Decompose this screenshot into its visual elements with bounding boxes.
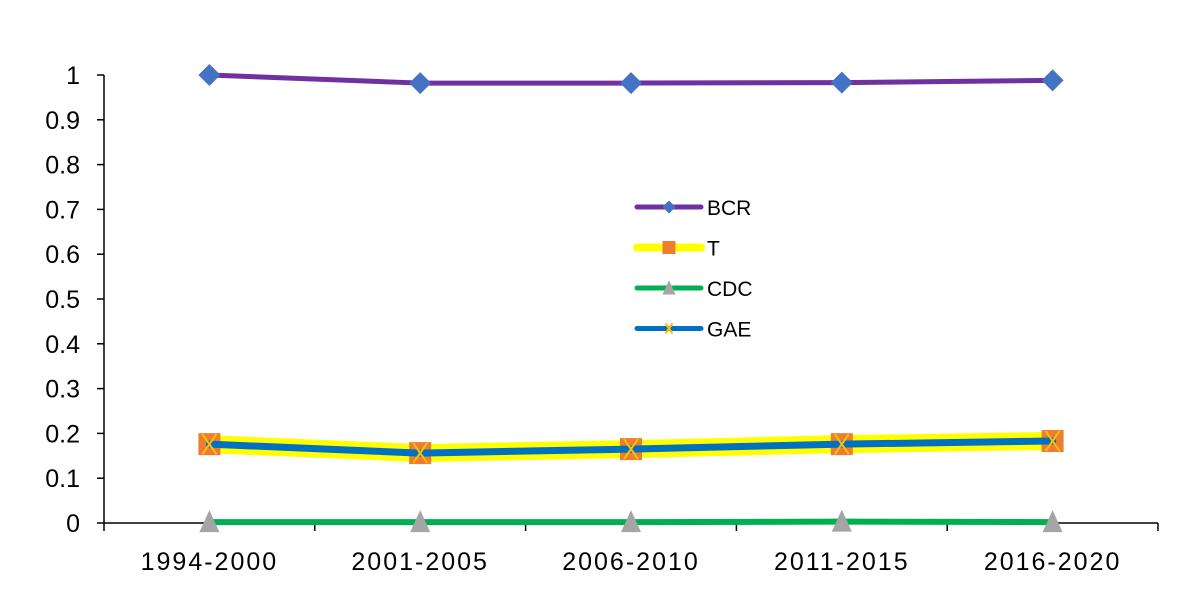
x-tick-label: 2016-2020	[984, 548, 1122, 576]
x-tick-label: 2006-2010	[562, 548, 700, 576]
axes: 0 0.1 0.2 0.3 0.4 0.5 0.6 0.7 0.8 0.9 1 1994-2000 20…	[45, 62, 1158, 576]
y-tick-label: 0.6	[45, 241, 80, 269]
y-tick-label: 0.9	[45, 107, 80, 135]
legend-item-t: T	[637, 238, 720, 261]
x-tick-label: 2001-2005	[351, 548, 489, 576]
y-tick-label: 0.7	[45, 196, 80, 224]
series-layer	[198, 64, 1063, 532]
legend-label: BCR	[707, 197, 751, 220]
diamond-marker	[620, 72, 642, 94]
legend-item-gae: GAE	[637, 319, 751, 342]
legend-label: CDC	[707, 278, 753, 301]
series-bcr	[198, 64, 1063, 94]
diamond-marker	[831, 72, 853, 94]
legend: BCR T CDC GAE	[637, 197, 753, 342]
legend-label: T	[707, 238, 720, 261]
y-tick-label: 0.2	[45, 420, 80, 448]
x-tick-label: 2011-2015	[774, 548, 910, 576]
diamond-marker	[663, 201, 676, 214]
diamond-marker	[198, 64, 220, 86]
series-cdc	[199, 510, 1062, 532]
x-tick-label: 1994-2000	[141, 548, 279, 576]
y-tick-label: 0.4	[45, 331, 80, 359]
y-tick-label: 0.5	[45, 286, 80, 314]
diamond-marker	[409, 72, 431, 94]
diamond-marker	[1042, 69, 1064, 91]
y-tick-label: 0	[66, 510, 80, 538]
square-marker	[663, 241, 676, 254]
y-tick-label: 0.8	[45, 152, 80, 180]
legend-label: GAE	[707, 319, 751, 342]
y-tick-label: 0.1	[45, 465, 80, 493]
y-tick-label: 1	[66, 62, 80, 90]
y-tick-label: 0.3	[45, 376, 80, 404]
legend-item-cdc: CDC	[637, 278, 753, 301]
legend-item-bcr: BCR	[637, 197, 751, 220]
